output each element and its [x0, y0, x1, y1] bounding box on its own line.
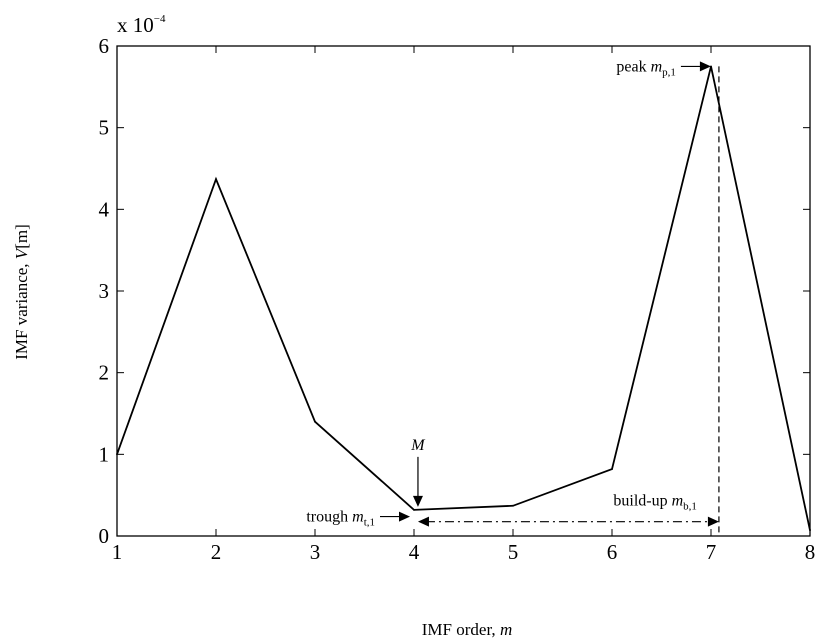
buildup-arrow-head-left	[417, 516, 429, 527]
data-point	[512, 504, 514, 507]
data-point	[809, 529, 811, 532]
y-tick-label: 3	[99, 279, 110, 303]
y-tick-label: 5	[99, 116, 110, 140]
data-point	[413, 508, 415, 511]
y-tick-label: 6	[99, 34, 110, 58]
x-tick-label: 5	[508, 540, 519, 564]
x-tick-label: 6	[607, 540, 618, 564]
data-point	[116, 453, 118, 456]
buildup-label: build-up mb,1	[613, 493, 697, 513]
x-tick-label: 1	[112, 540, 123, 564]
y-tick-label: 0	[99, 524, 110, 548]
trough-label: trough mt,1	[306, 509, 375, 529]
trough-arrow-head	[399, 511, 410, 522]
x-axis-label: IMF order, m	[422, 620, 512, 639]
x-tick-label: 8	[805, 540, 816, 564]
data-point	[215, 178, 217, 181]
y-tick-label: 2	[99, 361, 110, 385]
y-axis-label-var: V	[12, 246, 31, 259]
series-group	[116, 65, 811, 532]
y-scale-base: x 10	[117, 13, 154, 37]
tick-marks	[116, 45, 811, 537]
plot-frame	[116, 45, 811, 537]
x-tick-label: 3	[310, 540, 321, 564]
x-axis-label-var: m	[500, 620, 512, 639]
x-tick-labels: 1 2 3 4 5 6 7 8	[112, 540, 816, 564]
y-tick-label: 4	[99, 197, 110, 221]
y-tick-labels: 0 1 2 3 4 5 6	[99, 34, 110, 548]
x-axis-label-text: IMF order,	[422, 620, 500, 639]
y-axis-label-rest: [m]	[12, 224, 31, 249]
series-line	[116, 66, 811, 531]
y-axis-label-text: IMF variance,	[12, 259, 31, 360]
y-scale-label: x 10−4	[117, 13, 166, 37]
x-tick-label: 4	[409, 540, 420, 564]
data-point	[710, 65, 712, 68]
buildup-arrow-head-right	[707, 516, 719, 527]
peak-arrow-head	[699, 61, 711, 72]
y-tick-label: 1	[99, 442, 110, 466]
M-label: M	[410, 437, 426, 454]
x-tick-label: 2	[211, 540, 222, 564]
y-axis-label: IMF variance, V[m]	[12, 224, 31, 360]
M-arrow-head	[412, 495, 423, 507]
peak-label: peak mp,1	[616, 58, 676, 78]
data-point	[314, 420, 316, 423]
x-tick-label: 7	[706, 540, 717, 564]
data-point	[611, 468, 613, 470]
y-scale-exponent: −4	[154, 13, 166, 25]
